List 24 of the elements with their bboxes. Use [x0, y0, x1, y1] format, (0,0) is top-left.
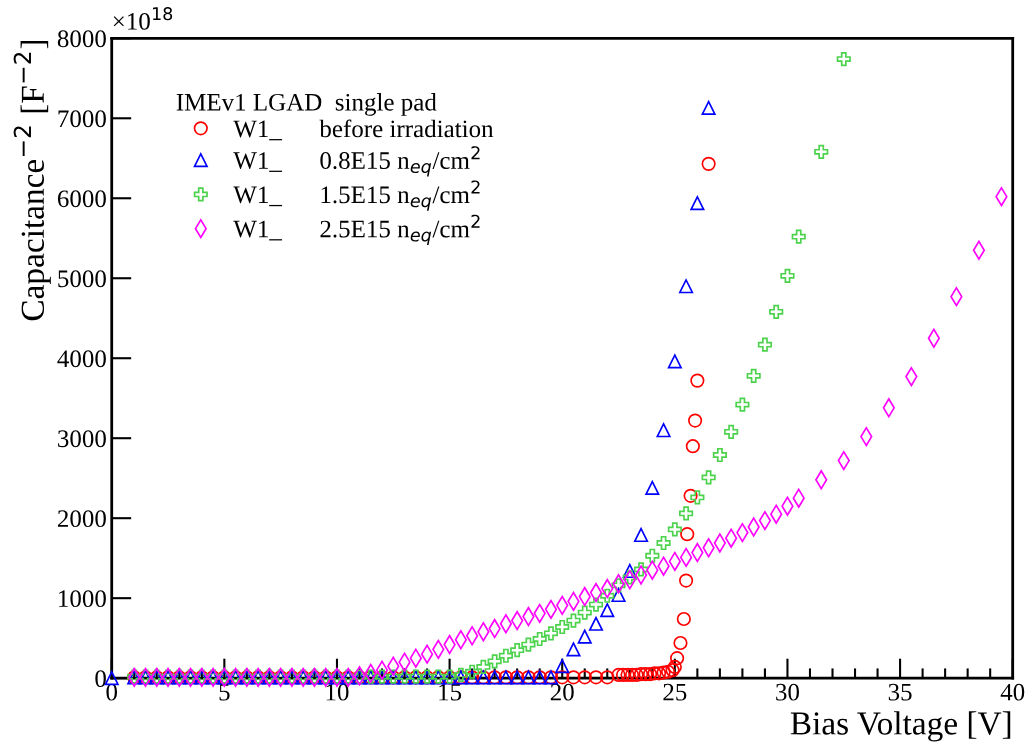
legend-label: W1_ 1.5E15 n$_{eq}$/cm$^{2}$	[233, 180, 480, 211]
x-tick-label: 10	[326, 683, 349, 701]
x-tick-label: 30	[776, 683, 799, 701]
y-tick-label: 0	[95, 670, 106, 688]
y-tick-label: 7000	[58, 110, 106, 128]
y-tick-label: 4000	[57, 350, 106, 368]
legend-title: IMEv1 LGAD single pad	[176, 93, 437, 116]
x-tick-label: 35	[888, 683, 912, 701]
y-tick-label: 2000	[57, 510, 106, 528]
y-tick-label: 5000	[58, 270, 106, 288]
x-tick-label: 40	[1000, 683, 1025, 701]
y-axis-title: Capacitance$^{−2}$ [F$^{−2}$]	[13, 40, 51, 321]
y-tick-label: 6000	[57, 190, 106, 208]
legend-label: W1_ 0.8E15 n$_{eq}$/cm$^{2}$	[233, 146, 480, 177]
y-tick-label: 8000	[57, 30, 106, 48]
x-axis-title: Bias Voltage [V]	[790, 711, 1011, 742]
legend-label: W1_ before irradiation	[233, 119, 494, 141]
text: ×10$^{18}$	[113, 7, 173, 30]
y-tick-label: 3000	[58, 430, 106, 448]
y-tick-label: 1000	[59, 590, 106, 608]
x-tick-label: 25	[663, 683, 687, 701]
legend-label: W1_ 2.5E15 n$_{eq}$/cm$^{2}$	[233, 214, 480, 245]
x-tick-label: 15	[439, 683, 462, 701]
x-tick-label: 20	[550, 683, 574, 701]
